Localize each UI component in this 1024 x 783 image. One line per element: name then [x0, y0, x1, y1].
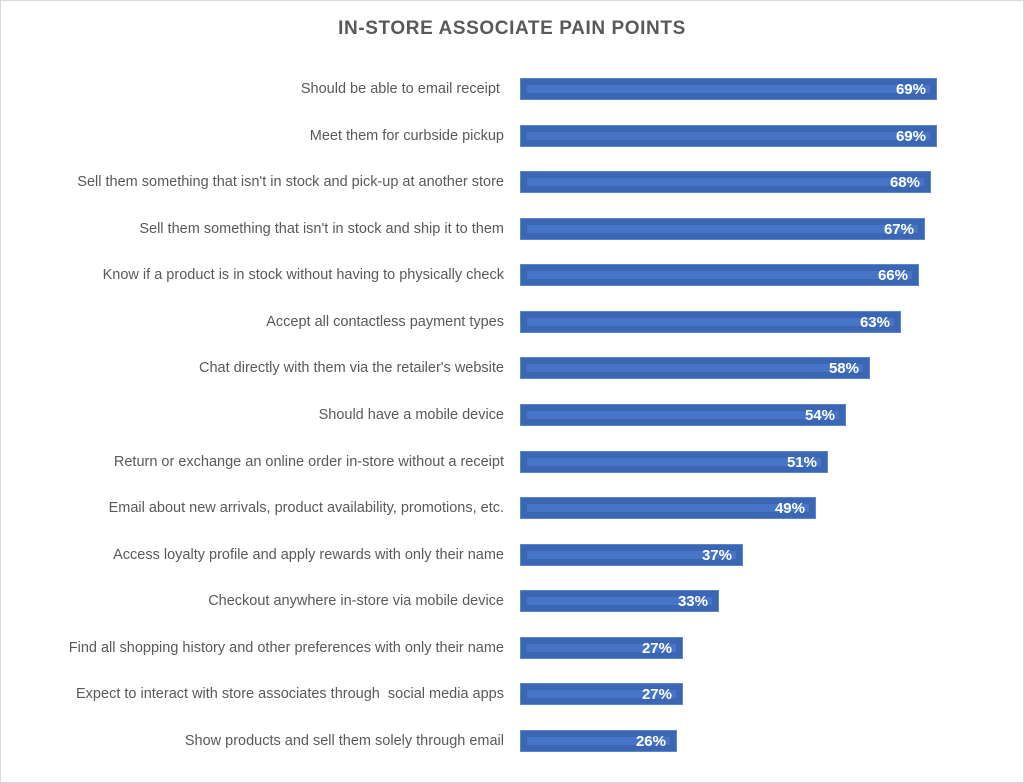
data-label: 37% [701, 546, 732, 564]
bar-highlight [527, 131, 930, 140]
bar-row: Know if a product is in stock without ha… [0, 264, 1024, 287]
chart-title: IN-STORE ASSOCIATE PAIN POINTS [338, 18, 686, 39]
bar-highlight [527, 457, 821, 466]
bar-highlight [527, 85, 930, 93]
data-label: 58% [828, 360, 859, 378]
data-label: 27% [641, 686, 672, 704]
category-label: Should be able to email receipt [300, 81, 504, 97]
category-label: Know if a product is in stock without ha… [102, 267, 504, 284]
bar-row: Find all shopping history and other pref… [0, 636, 1024, 659]
bar-highlight [527, 504, 809, 513]
category-label: Expect to interact with store associates… [76, 686, 504, 703]
data-label: 51% [786, 453, 817, 471]
bar: 27% [520, 683, 683, 706]
data-label: 27% [641, 639, 672, 657]
bar-row: Accept all contactless payment types 63% [0, 310, 1024, 333]
bar-highlight [527, 224, 918, 233]
category-label: Find all shopping history and other pref… [68, 639, 504, 656]
bar: 51% [520, 450, 828, 473]
bar-highlight [527, 271, 912, 280]
bar-row: Return or exchange an online order in-st… [0, 450, 1024, 473]
category-label: Chat directly with them via the retailer… [199, 360, 504, 377]
category-label: Sell them something that isn't in stock … [77, 174, 504, 191]
bar: 63% [520, 310, 901, 333]
bar-row: Should have a mobile device 54% [0, 403, 1024, 426]
bar-row: Access loyalty profile and apply rewards… [0, 543, 1024, 566]
category-label: Meet them for curbside pickup [309, 127, 504, 144]
bar-row: Chat directly with them via the retailer… [0, 357, 1024, 380]
bar-highlight [527, 597, 712, 606]
category-label: Return or exchange an online order in-st… [113, 453, 504, 470]
category-label: Access loyalty profile and apply rewards… [113, 546, 504, 563]
data-label: 33% [677, 593, 708, 611]
bar-highlight [527, 364, 863, 373]
bar-row: Checkout anywhere in-store via mobile de… [0, 590, 1024, 613]
bar-highlight [527, 410, 839, 419]
bar-highlight [527, 317, 894, 326]
bar-row: Sell them something that isn't in stock … [0, 217, 1024, 240]
bar-highlight [527, 178, 924, 187]
bar-highlight [527, 736, 670, 745]
data-label: 67% [883, 220, 914, 238]
category-label: Accept all contactless payment types [266, 313, 504, 330]
bar-highlight [527, 643, 676, 652]
data-label: 49% [774, 500, 805, 518]
bar: 66% [520, 264, 919, 287]
category-label: Email about new arrivals, product availa… [108, 500, 504, 517]
category-label: Sell them something that isn't in stock … [139, 220, 504, 237]
category-label: Checkout anywhere in-store via mobile de… [208, 593, 504, 610]
bar-row: Meet them for curbside pickup 69% [0, 124, 1024, 147]
bar-row: Should be able to email receipt 69% [0, 78, 1024, 100]
bar: 33% [520, 590, 719, 613]
bar: 54% [520, 403, 846, 426]
category-label: Should have a mobile device [318, 406, 504, 423]
data-label: 69% [895, 127, 926, 145]
data-label: 69% [895, 81, 926, 98]
bar: 58% [520, 357, 870, 380]
bar: 69% [520, 124, 937, 147]
bar: 68% [520, 171, 931, 194]
bar-row: Show products and sell them solely throu… [0, 729, 1024, 752]
bar: 27% [520, 636, 683, 659]
data-label: 63% [859, 313, 890, 331]
bar: 69% [520, 78, 937, 100]
bar-row: Expect to interact with store associates… [0, 683, 1024, 706]
bar: 37% [520, 543, 743, 566]
data-label: 66% [877, 267, 908, 285]
bar-row: Sell them something that isn't in stock … [0, 171, 1024, 194]
bar: 26% [520, 729, 677, 752]
bar-row: Email about new arrivals, product availa… [0, 497, 1024, 520]
bar: 49% [520, 497, 816, 520]
bar-highlight [527, 550, 736, 559]
data-label: 26% [635, 732, 666, 750]
bar: 67% [520, 217, 925, 240]
category-label: Show products and sell them solely throu… [184, 732, 504, 749]
data-label: 54% [804, 406, 835, 424]
bar-highlight [527, 690, 676, 699]
data-label: 68% [889, 174, 920, 192]
